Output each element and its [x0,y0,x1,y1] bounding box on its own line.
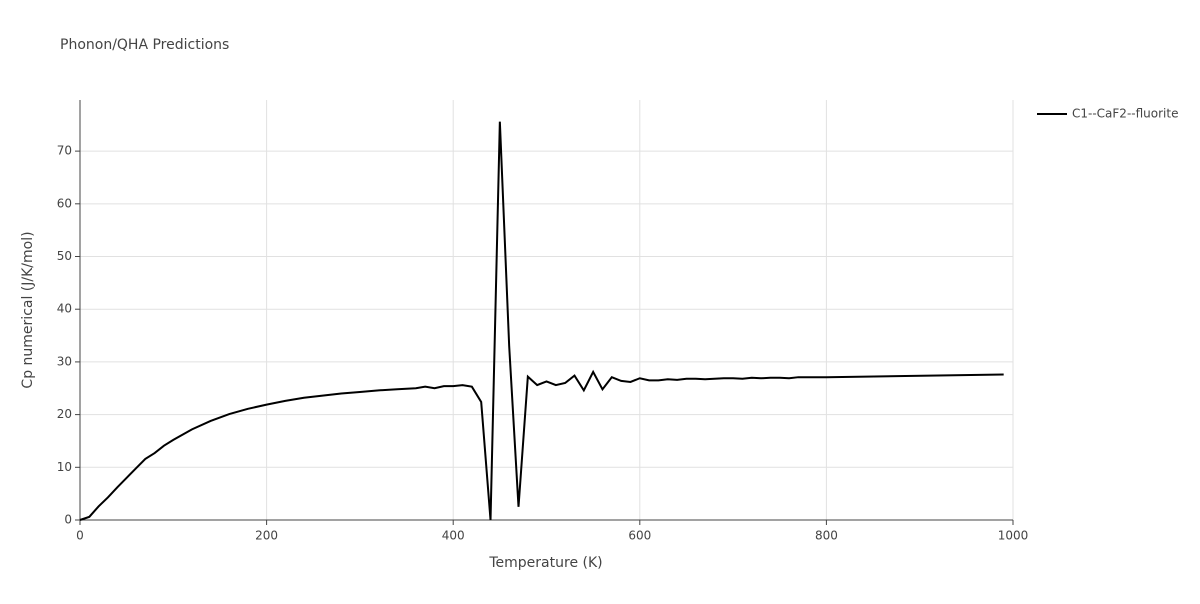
chart-title: Phonon/QHA Predictions [60,37,229,53]
y-tick-label: 70 [57,144,72,158]
x-tick-label: 800 [815,529,838,543]
y-tick-label: 60 [57,196,72,210]
legend-label: C1--CaF2--fluorite [1072,107,1178,121]
x-tick-label: 600 [628,529,651,543]
y-tick-label: 20 [57,407,72,421]
data-line [79,121,1004,521]
y-tick-label: 50 [57,249,72,263]
x-tick-label: 1000 [998,529,1029,543]
y-tick-label: 10 [57,460,72,474]
y-axis-label: Cp numerical (J/K/mol) [20,231,36,388]
y-tick-label: 40 [57,302,72,316]
y-tick-label: 30 [57,354,72,368]
x-axis-label: Temperature (K) [488,555,602,571]
x-tick-label: 0 [76,529,84,543]
y-tick-label: 0 [64,513,72,527]
x-tick-label: 400 [442,529,465,543]
x-tick-label: 200 [255,529,278,543]
